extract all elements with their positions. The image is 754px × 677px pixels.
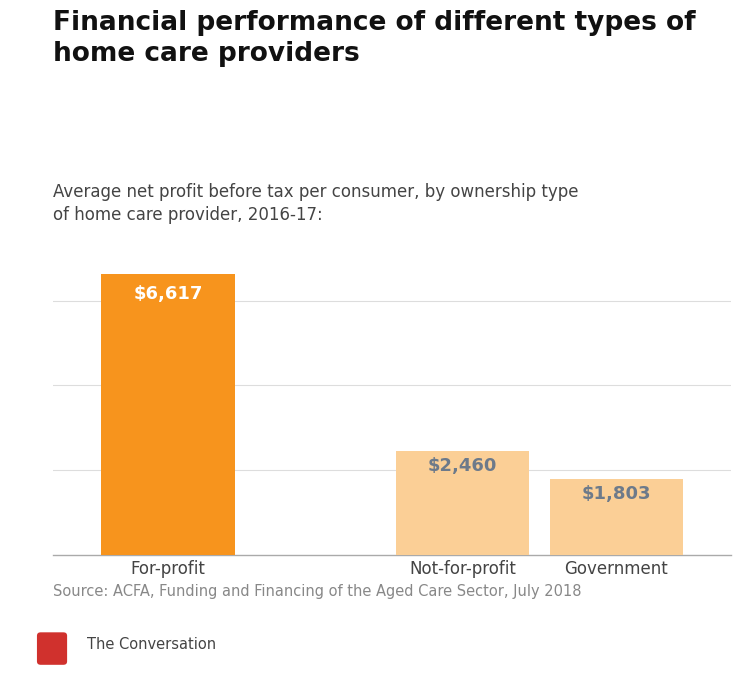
FancyBboxPatch shape bbox=[37, 632, 67, 665]
Text: $2,460: $2,460 bbox=[428, 457, 497, 475]
Bar bbox=[396, 451, 529, 555]
Text: $6,617: $6,617 bbox=[133, 285, 203, 303]
Text: Average net profit before tax per consumer, by ownership type
of home care provi: Average net profit before tax per consum… bbox=[53, 183, 578, 224]
Text: $1,803: $1,803 bbox=[581, 485, 651, 503]
Bar bbox=[102, 274, 234, 555]
Bar bbox=[550, 479, 682, 555]
Text: Source: ACFA, Funding and Financing of the Aged Care Sector, July 2018: Source: ACFA, Funding and Financing of t… bbox=[53, 584, 581, 599]
Text: The Conversation: The Conversation bbox=[87, 637, 216, 652]
Text: Financial performance of different types of
home care providers: Financial performance of different types… bbox=[53, 10, 695, 67]
